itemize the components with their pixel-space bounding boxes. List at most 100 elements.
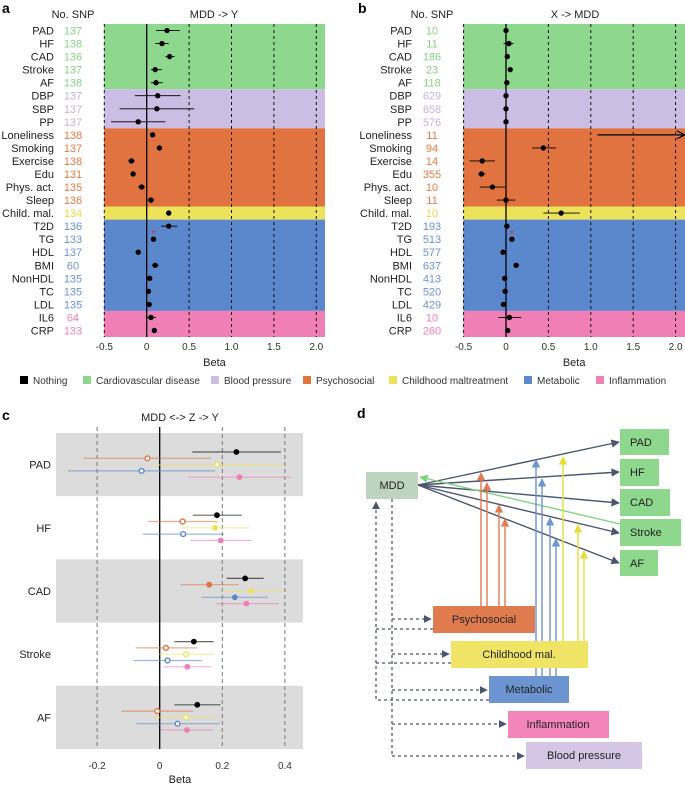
row-label: Edu [34, 169, 54, 181]
group-label: AF [37, 712, 51, 724]
snp-count: 118 [423, 78, 441, 90]
x-tick-label: 0 [157, 761, 163, 772]
legend-swatch [20, 376, 28, 384]
row-label: CRP [389, 325, 412, 337]
row-label: LDL [392, 299, 412, 311]
significance-marker: * [152, 229, 156, 240]
x-axis-label: Beta [563, 357, 587, 369]
snp-count: 131 [64, 169, 82, 181]
snp-count: 23 [426, 65, 438, 77]
legend-swatch [524, 376, 532, 384]
snp-count: 137 [64, 65, 82, 77]
node-hf-label: HF [630, 467, 645, 479]
arrow-mdd-af [417, 484, 620, 565]
legend-label: Nothing [33, 376, 67, 387]
point-estimate [154, 707, 161, 715]
point-estimate [504, 223, 510, 229]
point-estimate [128, 158, 135, 164]
node-psychosocial: Psychosocial [433, 606, 535, 633]
node-stroke-label: Stroke [630, 527, 662, 539]
point-estimate [145, 288, 152, 295]
row-label: Smoking [369, 143, 412, 155]
point-estimate [558, 210, 564, 216]
mdd-to-outcome-arrows [417, 439, 620, 565]
point-estimate [504, 53, 510, 60]
snp-count: 137 [64, 117, 82, 129]
row-label: PP [39, 117, 54, 129]
legend-swatch [389, 376, 397, 384]
snp-count: 637 [423, 260, 441, 272]
point-estimate [146, 275, 153, 282]
point-estimate [194, 701, 201, 708]
snp-count: 134 [64, 208, 82, 220]
node-stroke: Stroke [620, 519, 681, 546]
node-af-label: AF [630, 558, 644, 570]
snp-count: 11 [426, 39, 437, 51]
row-label: PAD [390, 26, 412, 38]
node-inflammation-label: Inflammation [527, 719, 590, 731]
snp-count: 137 [64, 26, 82, 38]
legend-label: Inflammation [609, 376, 666, 387]
node-mdd-label: MDD [379, 480, 404, 492]
snp-count: 413 [423, 273, 441, 285]
row-label: IL6 [397, 312, 412, 324]
legend-swatch [303, 376, 311, 384]
row-label: NonHDL [12, 273, 54, 285]
point-estimate [214, 512, 220, 519]
legend: Nothing Cardiovascular disease Blood press… [20, 376, 666, 387]
legend-label: Metabolic [537, 376, 580, 387]
row-label: BMI [34, 260, 54, 272]
panel-b-forest-plot: -0.5 0 0.5 1.0 1.5 2.0 Beta X -> MDD No. SNP PAD 1… [359, 9, 685, 369]
snp-count: 137 [64, 143, 82, 155]
point-estimate [503, 106, 509, 112]
point-estimate [506, 314, 513, 321]
point-estimate [151, 327, 158, 334]
point-estimate [164, 657, 171, 664]
point-estimate [155, 93, 161, 99]
point-estimate [217, 537, 224, 544]
point-estimate [153, 79, 159, 86]
point-estimate [148, 197, 154, 203]
row-label: LDL [34, 299, 54, 311]
row-label: Sleep [384, 195, 412, 207]
snp-count: 64 [67, 312, 79, 324]
point-estimate [231, 594, 238, 601]
point-estimate [180, 530, 187, 538]
legend-label: Blood pressure [224, 376, 292, 387]
row-label: Exercise [12, 156, 54, 168]
row-label: HF [39, 39, 54, 51]
snp-count: 138 [64, 130, 82, 142]
point-estimate [130, 171, 136, 177]
x-tick-label: 1.0 [584, 342, 598, 353]
row-label: HDL [32, 247, 54, 259]
point-estimate [500, 301, 507, 308]
row-label: SBP [390, 104, 412, 116]
snp-count: 135 [64, 273, 82, 285]
point-estimate [135, 119, 141, 125]
point-estimate [138, 184, 145, 190]
row-label: IL6 [39, 312, 54, 324]
row-label: Edu [392, 169, 412, 181]
node-af: AF [620, 550, 658, 576]
snp-count: 10 [426, 208, 438, 220]
point-estimate [513, 262, 519, 268]
panel-a-forest-plot: -0.5 0 0.5 1.0 1.5 2.0 Beta MDD -> Y No. SNP PAD 1… [1, 9, 325, 369]
point-estimate [182, 651, 190, 658]
snp-count: 138 [64, 78, 82, 90]
node-psychosocial-label: Psychosocial [452, 614, 516, 626]
childhood-arrows [558, 456, 589, 641]
x-tick-label: 0.5 [182, 342, 196, 353]
point-estimate [479, 158, 485, 164]
point-estimate [503, 27, 509, 34]
row-label: PAD [32, 26, 54, 38]
group-band [104, 128, 325, 207]
point-estimate [144, 455, 151, 462]
snp-count: 10 [426, 182, 438, 194]
snp-count: 94 [426, 143, 438, 155]
snp-count: 429 [423, 299, 441, 311]
row-label: Stroke [22, 65, 54, 77]
panel-c-forest-plot: -0.2 0 0.2 0.4 Beta MDD <-> Z -> Y PAD HF CAD Str… [19, 412, 303, 786]
row-label: T2D [33, 221, 54, 233]
point-estimate [506, 40, 512, 47]
